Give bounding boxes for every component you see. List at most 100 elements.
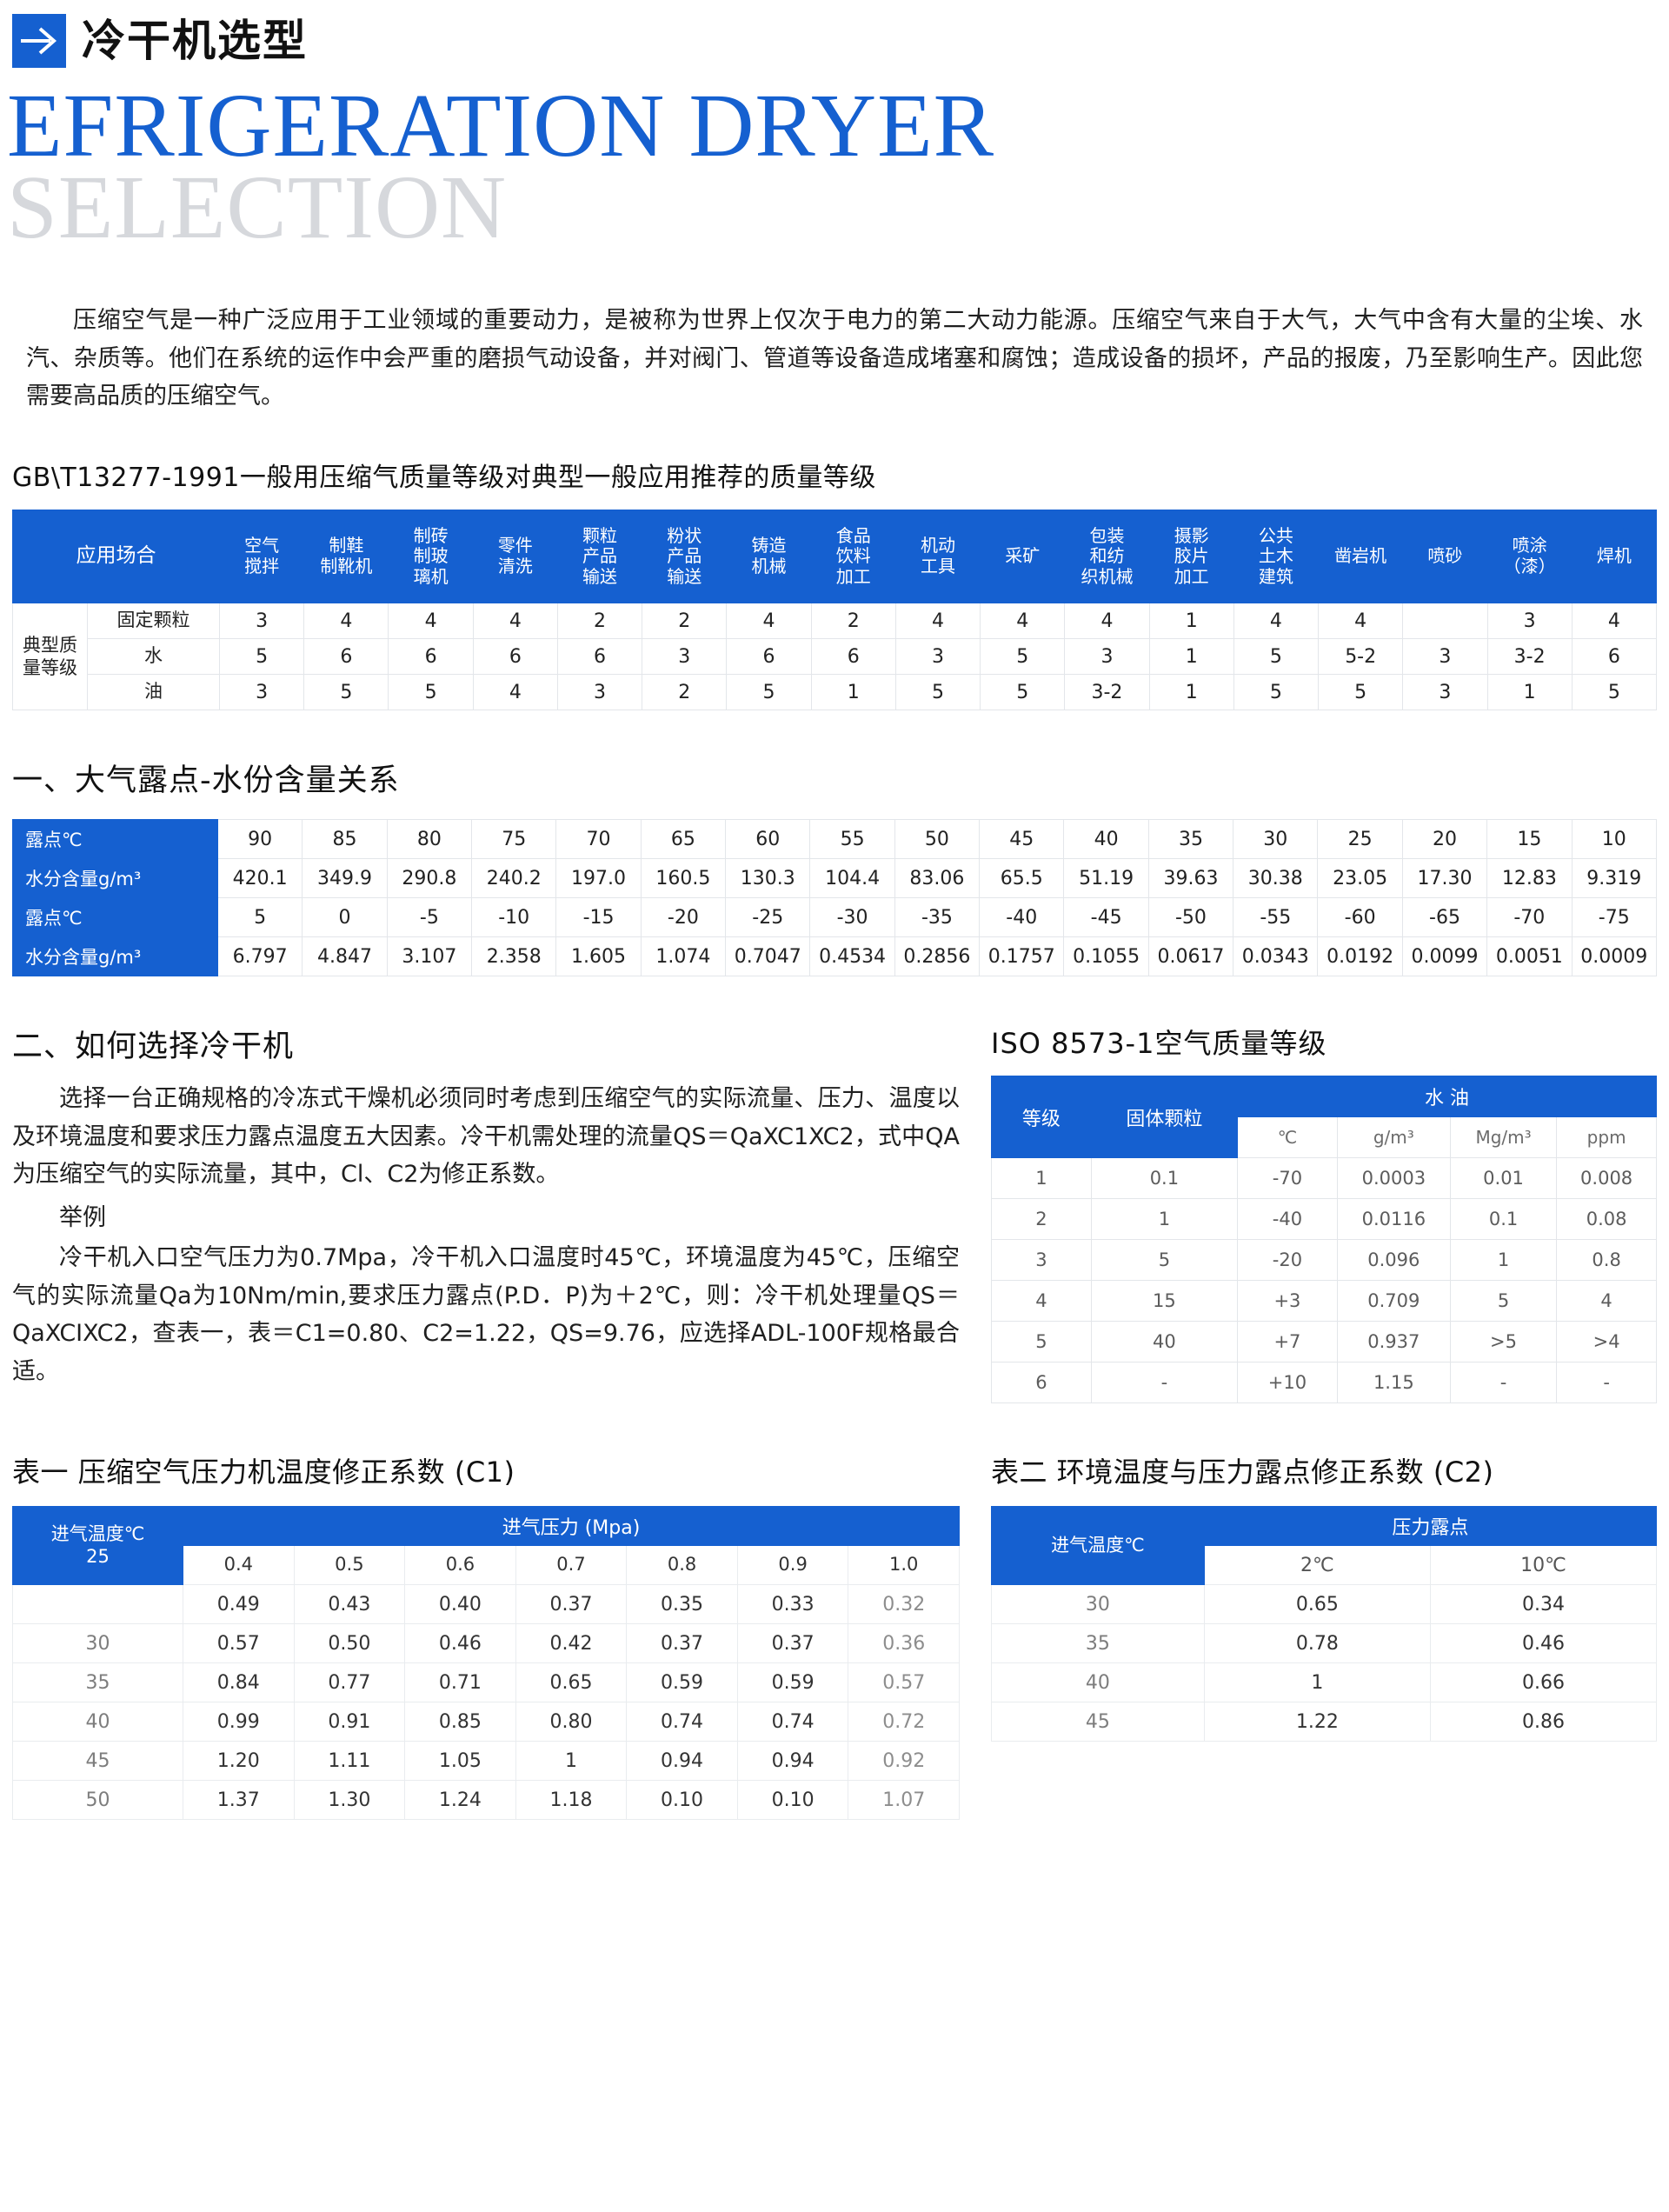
gb-cell: 4 [726, 603, 812, 639]
dew-cell: -75 [1571, 897, 1657, 937]
c1-cell: 0.50 [293, 1623, 406, 1663]
iso-cell-c: +3 [1237, 1280, 1338, 1322]
section-two-title: 二、如何选择冷干机 [12, 1029, 295, 1064]
gb-col-16: 焊机 [1571, 510, 1658, 603]
dew-cell: 55 [809, 819, 895, 859]
c1-cell: 0.99 [183, 1702, 295, 1742]
dewpoint-water-table: 露点℃ 90 85 80 75 70 65 60 55 50 45 40 35 30 25 20 15 10 水分含… [12, 819, 1657, 976]
c1-cell: 0.59 [736, 1662, 849, 1702]
gb-standard-caption: GB\T13277-1991一般用压缩气质量等级对典型一般应用推荐的质量等级 [12, 463, 876, 493]
iso-cell-c: -20 [1237, 1239, 1338, 1281]
gb-cell: 1 [1486, 674, 1573, 710]
c2-cell: 0.65 [1203, 1584, 1431, 1624]
table-row: 4 15 +3 0.709 5 4 [991, 1280, 1657, 1322]
dew-cell: 83.06 [894, 858, 981, 898]
c2-temp: 35 [991, 1623, 1205, 1663]
gb-cell: 6 [810, 638, 896, 675]
dew-cell: 1.074 [640, 936, 727, 976]
dew-cell: 30 [1233, 819, 1319, 859]
gb-cell: 3 [218, 603, 305, 639]
section-two-columns: 二、如何选择冷干机 选择一台正确规格的冷冻式干燥机必须同时考虑到压缩空气的实际流… [12, 1022, 1657, 1403]
c1-pressure-6: 1.0 [848, 1545, 960, 1585]
iso-cell-um: 15 [1090, 1280, 1239, 1322]
iso-8573-table: 等级 固体颗粒 水 油 ℃ g/m³ Mg/m³ ppm 1 0.1 -70 0.0003 0… [991, 1076, 1657, 1403]
iso-cell-um: 5 [1090, 1239, 1239, 1281]
iso-table-title: ISO 8573-1空气质量等级 [991, 1027, 1327, 1060]
dew-cell: 0.1055 [1063, 936, 1149, 976]
table-row: 40 0.99 0.91 0.85 0.80 0.74 0.74 0.72 [11, 1702, 960, 1742]
iso-cell-um: 0.1 [1090, 1157, 1239, 1199]
c2-corner-label: 进气温度℃ [991, 1506, 1205, 1585]
iso-cell-mgm3: 0.1 [1449, 1198, 1558, 1240]
page-subtitle-en: SELECTION [7, 157, 508, 257]
c1-cell: 0.94 [736, 1741, 849, 1781]
dew-cell: -20 [640, 897, 727, 937]
table-row: 2 1 -40 0.0116 0.1 0.08 [991, 1198, 1657, 1240]
c1-header-row: 进气温度℃ 25 进气压力 (Mpa) [11, 1506, 960, 1585]
dew-cell: 15 [1486, 819, 1573, 859]
gb-col-13: 凿岩机 [1318, 510, 1404, 603]
iso-cell-ppm: - [1556, 1362, 1657, 1403]
c1-cell: 1.18 [515, 1780, 628, 1820]
c1-table: 进气温度℃ 25 进气压力 (Mpa) 0.4 0.5 0.6 0.7 0.8 0.9 1.0… [11, 1506, 960, 1820]
gb-cell: 3 [1064, 638, 1150, 675]
gb-cell: 5 [980, 674, 1066, 710]
c1-cell: 0.46 [404, 1623, 516, 1663]
iso-cell-gm3: 0.937 [1336, 1321, 1451, 1363]
iso-cell-ppm: 4 [1556, 1280, 1657, 1322]
table-row: 油 3 5 5 4 3 2 5 1 5 5 3-2 1 5 5 3 1 5 [13, 674, 1658, 710]
dew-cell: 65 [640, 819, 727, 859]
dew-cell: 3.107 [386, 936, 473, 976]
gb-cell: 6 [1571, 638, 1658, 675]
gb-cell: 6 [472, 638, 558, 675]
dew-cell: 50 [894, 819, 981, 859]
table-row: 0.49 0.43 0.40 0.37 0.35 0.33 0.32 [11, 1584, 960, 1624]
c1-temp: 40 [11, 1702, 184, 1742]
c1-cell: 0.84 [183, 1662, 295, 1702]
iso-cell-c: -70 [1237, 1157, 1338, 1199]
gb-cell: 4 [472, 603, 558, 639]
iso-cell-grade: 5 [991, 1321, 1092, 1363]
c1-cell: 0.10 [736, 1780, 849, 1820]
c1-pressure-1: 0.5 [293, 1545, 406, 1585]
c1-cell: 0.37 [626, 1623, 738, 1663]
gb-cell: 2 [642, 603, 728, 639]
c1-cell: 0.57 [848, 1662, 960, 1702]
iso-sub-1: g/m³ [1336, 1116, 1451, 1158]
c1-pressure-4: 0.8 [626, 1545, 738, 1585]
gb-cell: 3 [218, 674, 305, 710]
dew-cell: 0.7047 [725, 936, 811, 976]
dew-cell: 420.1 [216, 858, 303, 898]
dew-row-label: 露点℃ [12, 897, 218, 937]
iso-cell-grade: 3 [991, 1239, 1092, 1281]
c1-cell: 0.49 [183, 1584, 295, 1624]
c1-cell: 0.77 [293, 1662, 406, 1702]
c2-table: 进气温度℃ 压力露点 2℃ 10℃ 30 0.65 0.34 35 0.78 0.46 40 1… [991, 1506, 1658, 1742]
gb-col-scene: 应用场合 [12, 510, 220, 603]
dew-cell: 10 [1571, 819, 1657, 859]
iso-cell-c: -40 [1237, 1198, 1338, 1240]
c1-cell: 0.32 [848, 1584, 960, 1624]
c2-cell: 0.78 [1203, 1623, 1431, 1663]
gb-cell: 3-2 [1064, 674, 1150, 710]
dew-cell: 0.0192 [1317, 936, 1403, 976]
gb-cell: 1 [1148, 674, 1234, 710]
dew-cell: 104.4 [809, 858, 895, 898]
c1-cell: 0.40 [404, 1584, 516, 1624]
iso-col-grade: 等级 [991, 1076, 1092, 1158]
example-label: 举例 [59, 1204, 106, 1232]
dew-cell: -70 [1486, 897, 1573, 937]
gb-cell: 4 [388, 603, 474, 639]
dew-cell: 1.605 [555, 936, 642, 976]
gb-cell: 5 [1318, 674, 1404, 710]
c2-cell: 0.46 [1429, 1623, 1658, 1663]
dew-cell: -40 [979, 897, 1065, 937]
iso-cell-grade: 6 [991, 1362, 1092, 1403]
dew-cell: 0 [302, 897, 388, 937]
dew-cell: 60 [725, 819, 811, 859]
c2-cell: 0.34 [1429, 1584, 1658, 1624]
gb-cell: 3 [556, 674, 643, 710]
iso-cell-ppm: 0.8 [1556, 1239, 1657, 1281]
arrow-right-icon [12, 14, 66, 68]
gb-cell: 3 [1402, 638, 1488, 675]
